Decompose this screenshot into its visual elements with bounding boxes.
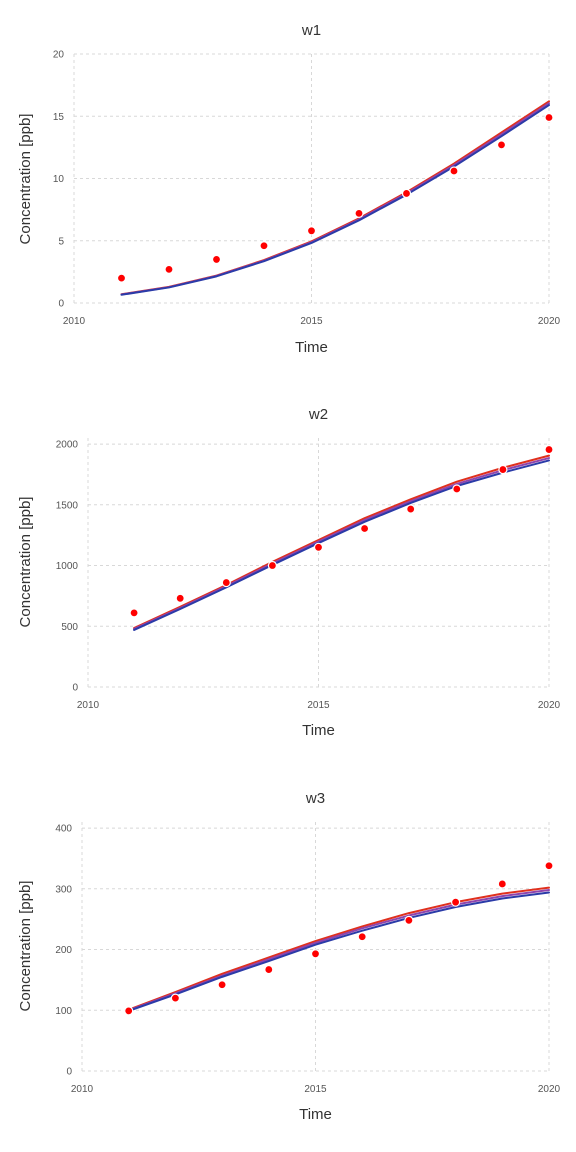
- chart-w3-series-line-0: [127, 886, 550, 1011]
- chart-w2-data-point: [221, 577, 231, 588]
- chart-w2-data-point: [129, 608, 139, 618]
- chart-w1-series-line-1: [120, 102, 550, 296]
- chart-w2-series-line-1: [133, 457, 550, 630]
- chart-w1-data-point: [259, 241, 269, 251]
- chart-w1-panel: w1 0 5 10 15 20 2010 2015 2020 Time Concentration …: [17, 22, 561, 356]
- chart-w3-xtick-label: 2020: [538, 1084, 561, 1095]
- chart-w2-data-point: [452, 484, 462, 494]
- chart-w1-ytick-label: 20: [53, 50, 65, 61]
- chart-w3-data-point: [170, 993, 180, 1003]
- chart-w3-xtick-label: 2010: [71, 1084, 94, 1095]
- chart-w2-data-point: [406, 504, 416, 514]
- chart-w1-data-point: [401, 188, 412, 199]
- chart-w2-data-point: [498, 464, 508, 475]
- chart-w3-xtick-label: 2015: [304, 1084, 327, 1095]
- chart-w1-xtick-label: 2015: [300, 316, 323, 327]
- chart-w1-ylabel: Concentration [ppb]: [17, 114, 34, 245]
- chart-w3-title: w3: [305, 790, 325, 807]
- chart-w1-data-point: [544, 112, 554, 123]
- chart-w3-ytick-label: 400: [55, 824, 72, 835]
- chart-w3-data-point: [264, 964, 274, 975]
- chart-w3-data-point: [404, 915, 414, 925]
- chart-w1-data-point: [164, 264, 174, 274]
- chart-w3-data-point: [357, 932, 367, 942]
- chart-w2-series-line-2: [133, 459, 550, 631]
- chart-w1-data-point: [496, 140, 507, 150]
- chart-w2-xtick-label: 2015: [307, 700, 330, 711]
- chart-w3-ytick-label: 200: [55, 945, 72, 956]
- chart-w2-title: w2: [308, 406, 328, 423]
- chart-w1-data-point: [354, 208, 364, 218]
- chart-w1-ytick-label: 10: [53, 174, 65, 185]
- chart-w2-xtick-label: 2010: [77, 700, 100, 711]
- chart-w1-series-line-0: [120, 100, 550, 296]
- chart-w1-title: w1: [301, 22, 321, 39]
- chart-w3-data-point: [544, 861, 554, 871]
- chart-w2-data-point: [267, 560, 277, 571]
- chart-w2-xlabel: Time: [302, 722, 335, 739]
- chart-w2-ytick-label: 2000: [56, 440, 79, 451]
- chart-w1-ytick-label: 15: [53, 112, 65, 123]
- chart-w2-series-line-0: [133, 454, 550, 630]
- chart-w3-series-line-2: [127, 891, 550, 1012]
- chart-w2-data-point: [313, 542, 324, 552]
- chart-w2-xtick-label: 2020: [538, 700, 561, 711]
- chart-w1-series-line-2: [120, 104, 550, 296]
- chart-w2-ytick-label: 1500: [56, 500, 79, 511]
- chart-w1-data-point: [211, 254, 222, 265]
- chart-w3-data-point: [451, 897, 461, 907]
- chart-w3-data-point: [497, 879, 507, 889]
- chart-w1-data-point: [116, 273, 127, 283]
- chart-w1-data-point: [306, 226, 317, 236]
- chart-w3-series-line-1: [127, 889, 550, 1012]
- chart-w1-ytick-label: 5: [58, 236, 64, 247]
- chart-w3-ytick-label: 100: [55, 1006, 72, 1017]
- chart-w1-xtick-label: 2020: [538, 316, 561, 327]
- chart-w1-ytick-label: 0: [58, 299, 64, 310]
- chart-w2-panel: w2 0 500 1000 1500 2000 2010 2015 2020 Time Concen…: [17, 406, 561, 739]
- chart-w3-data-point: [124, 1006, 134, 1016]
- chart-w3-data-point: [217, 980, 227, 990]
- chart-w2-ylabel: Concentration [ppb]: [17, 497, 34, 628]
- chart-w3-xlabel: Time: [299, 1106, 332, 1123]
- chart-w2-data-point: [175, 593, 185, 603]
- chart-w1-xlabel: Time: [295, 339, 328, 356]
- chart-w2-ytick-label: 1000: [56, 561, 79, 572]
- chart-w1-xtick-label: 2010: [63, 316, 86, 327]
- chart-w2-data-point: [360, 523, 370, 534]
- chart-w2-ytick-label: 0: [72, 683, 78, 694]
- chart-w3-data-point: [310, 949, 321, 959]
- chart-w3-ytick-label: 0: [66, 1067, 72, 1078]
- chart-w3-ylabel: Concentration [ppb]: [17, 881, 34, 1012]
- chart-w2-data-point: [544, 444, 554, 455]
- chart-w2-ytick-label: 500: [61, 622, 78, 633]
- chart-w1-data-point: [449, 166, 459, 176]
- chart-w3-panel: w3 0 100 200 300 400 2010 2015 2020 Time Concentra…: [17, 790, 561, 1123]
- chart-w3-ytick-label: 300: [55, 884, 72, 895]
